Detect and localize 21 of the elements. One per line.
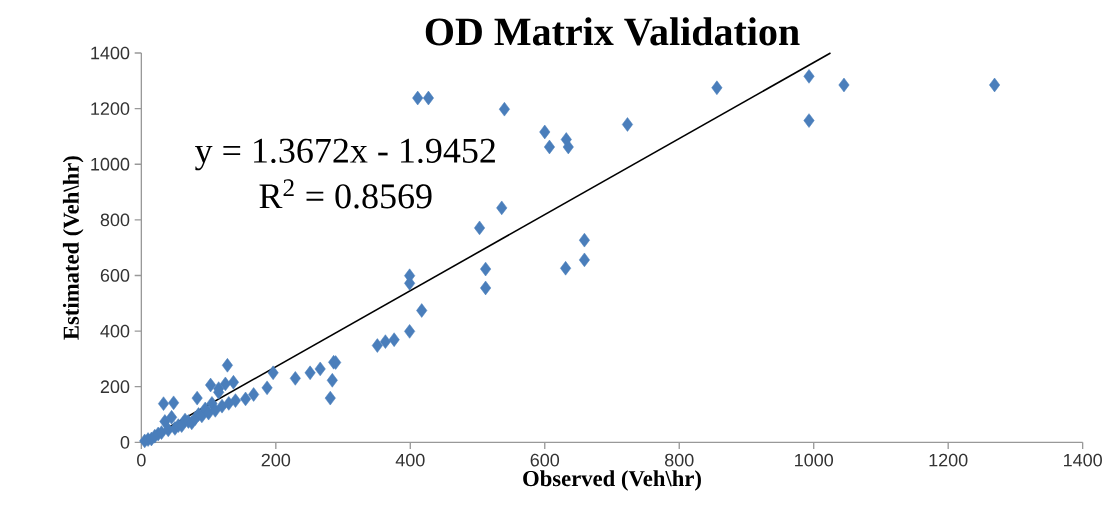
y-tick-label: 1200 — [91, 102, 130, 115]
x-tick-label: 0 — [137, 453, 146, 467]
y-tick-label: 600 — [100, 269, 130, 282]
x-tick-label: 1200 — [929, 453, 968, 467]
x-tick-label: 1000 — [795, 453, 834, 467]
x-axis-title: Observed (Veh\hr) — [523, 470, 701, 491]
y-tick-label: 1400 — [91, 46, 130, 60]
y-tick-label: 400 — [100, 324, 130, 338]
y-tick-label: 1000 — [91, 157, 130, 171]
x-tick-label: 1400 — [1064, 453, 1102, 467]
x-tick-label: 400 — [395, 453, 425, 467]
x-tick-label: 200 — [261, 453, 291, 467]
annotation: y = 1.3672x - 1.9452 — [195, 138, 495, 171]
y-axis-title: Estimated (Veh\hr) — [62, 156, 84, 340]
y-tick-label: 200 — [100, 380, 130, 394]
chart-title: OD Matrix Validation — [425, 17, 800, 46]
annotation: R$^{2}$ = 0.8569 — [259, 179, 432, 209]
y-tick-label: 0 — [120, 435, 130, 449]
x-tick-label: 600 — [530, 453, 560, 467]
x-tick-label: 800 — [665, 453, 694, 467]
y-tick-label: 800 — [100, 213, 130, 227]
